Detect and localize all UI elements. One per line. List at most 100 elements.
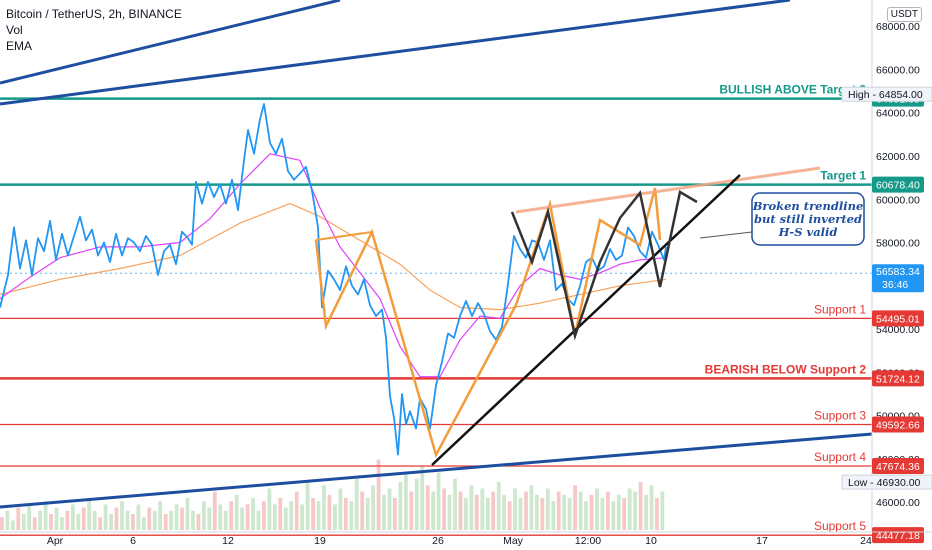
volume-bar	[114, 507, 119, 530]
volume-bar	[578, 491, 583, 530]
volume-bar	[551, 501, 556, 530]
volume-bar	[223, 510, 228, 530]
volume-bar	[425, 485, 430, 530]
volume-bar	[365, 498, 370, 530]
price-tick-label: 64000.00	[876, 108, 920, 120]
level-label: Support 4	[814, 450, 866, 464]
volume-bar	[414, 478, 419, 530]
low-tag	[841, 474, 932, 490]
level-label: Support 3	[814, 408, 866, 422]
volume-bar	[81, 507, 86, 530]
volume-bar	[606, 491, 610, 530]
volume-bar	[354, 478, 359, 530]
volume-bar	[202, 501, 206, 530]
volume-bar	[207, 507, 212, 530]
volume-bar	[474, 494, 479, 530]
annotation-text: but still inverted	[754, 212, 862, 226]
volume-bar	[27, 504, 32, 530]
time-tick-label: 10	[645, 535, 657, 547]
annotation-pointer	[699, 231, 753, 239]
volume-bar	[376, 459, 381, 530]
volume-bar	[573, 485, 577, 530]
volume-bar	[660, 491, 665, 530]
volume-bar	[152, 510, 157, 530]
price-tick-label: 60000.00	[876, 194, 920, 206]
price-tick-label: 66000.00	[876, 64, 920, 76]
volume-bar	[180, 507, 184, 530]
black-trendline	[431, 174, 741, 466]
volume-bar	[103, 504, 108, 530]
volume-bar	[649, 485, 654, 530]
time-axis[interactable]: Apr 6 12 19 26 May 12:00 10 17 24	[0, 531, 932, 547]
level-price-tag	[872, 416, 924, 433]
price-tick-label: 54000.00	[876, 324, 920, 336]
volume-bar	[316, 501, 321, 530]
volume-bar	[136, 504, 141, 530]
time-tick-label: May	[503, 535, 524, 547]
price-axis[interactable]: 46000.0048000.0050000.0052000.0054000.00…	[841, 0, 932, 544]
volume-bar	[589, 494, 594, 530]
volume-bar	[125, 510, 130, 530]
volume-bar	[343, 498, 348, 530]
volume-bar	[212, 491, 217, 530]
time-tick-label: 26	[432, 535, 444, 547]
annotation-text: Broken trendline	[752, 199, 864, 213]
volume-bar	[169, 510, 173, 530]
series-lines	[0, 103, 667, 456]
volume-bar	[545, 488, 550, 530]
level-price-tag	[872, 310, 924, 327]
volume-bar	[333, 504, 337, 530]
legend-symbol[interactable]: Bitcoin / TetherUS, 2h, BINANCE	[6, 7, 182, 21]
upper-trendline-a	[0, 0, 341, 85]
level-label: Support 1	[814, 302, 866, 316]
volume-bar	[616, 494, 621, 530]
volume-bar	[655, 498, 659, 530]
time-tick-label: 17	[756, 535, 768, 547]
lower-trendline	[0, 432, 873, 509]
volume-bar	[305, 482, 310, 530]
volume-bar	[485, 498, 490, 530]
legend-ema[interactable]: EMA	[6, 39, 33, 53]
volume-bar	[43, 501, 48, 530]
time-tick-label: Apr	[47, 535, 64, 547]
volume-bar	[393, 498, 397, 530]
volume-bar	[322, 485, 326, 530]
level-label: Support 5	[814, 519, 866, 533]
volume-bar	[540, 498, 545, 530]
volume-bar	[349, 501, 354, 530]
volume-bar	[0, 517, 4, 530]
volume-bar	[120, 501, 124, 530]
volume-bar	[273, 504, 277, 530]
volume-bar	[163, 514, 168, 530]
annotation-callout	[751, 192, 865, 246]
volume-bar	[480, 488, 485, 530]
volume-bar	[638, 482, 643, 530]
volume-bar	[38, 510, 42, 530]
volume-bar	[431, 491, 436, 530]
volume-bar	[491, 491, 496, 530]
volume-bar	[502, 494, 506, 530]
volume-bar	[16, 507, 21, 530]
currency-badge[interactable]: USDT	[886, 7, 922, 22]
volume-bar	[141, 517, 146, 530]
volume-bar	[513, 488, 517, 530]
volume-bar	[147, 507, 152, 530]
volume-bar	[496, 482, 501, 530]
chart-legend: Bitcoin / TetherUS, 2h, BINANCE Vol EMA	[6, 6, 182, 54]
pattern-zigzag	[314, 187, 662, 459]
rising-resistance	[515, 166, 821, 214]
volume-bar	[518, 498, 523, 530]
volume-bar	[595, 488, 599, 530]
upper-trendline-b	[0, 0, 791, 106]
time-tick-label: 24	[860, 535, 872, 547]
volume-bar	[404, 472, 408, 530]
legend-volume[interactable]: Vol	[6, 23, 23, 37]
volume-bar	[529, 485, 534, 530]
pattern-neckline-left	[315, 231, 373, 241]
volume-bar	[278, 498, 283, 530]
volume-bar	[469, 485, 474, 530]
volume-bar	[10, 520, 15, 530]
volume-bar	[584, 501, 588, 530]
volume-bar	[240, 507, 244, 530]
